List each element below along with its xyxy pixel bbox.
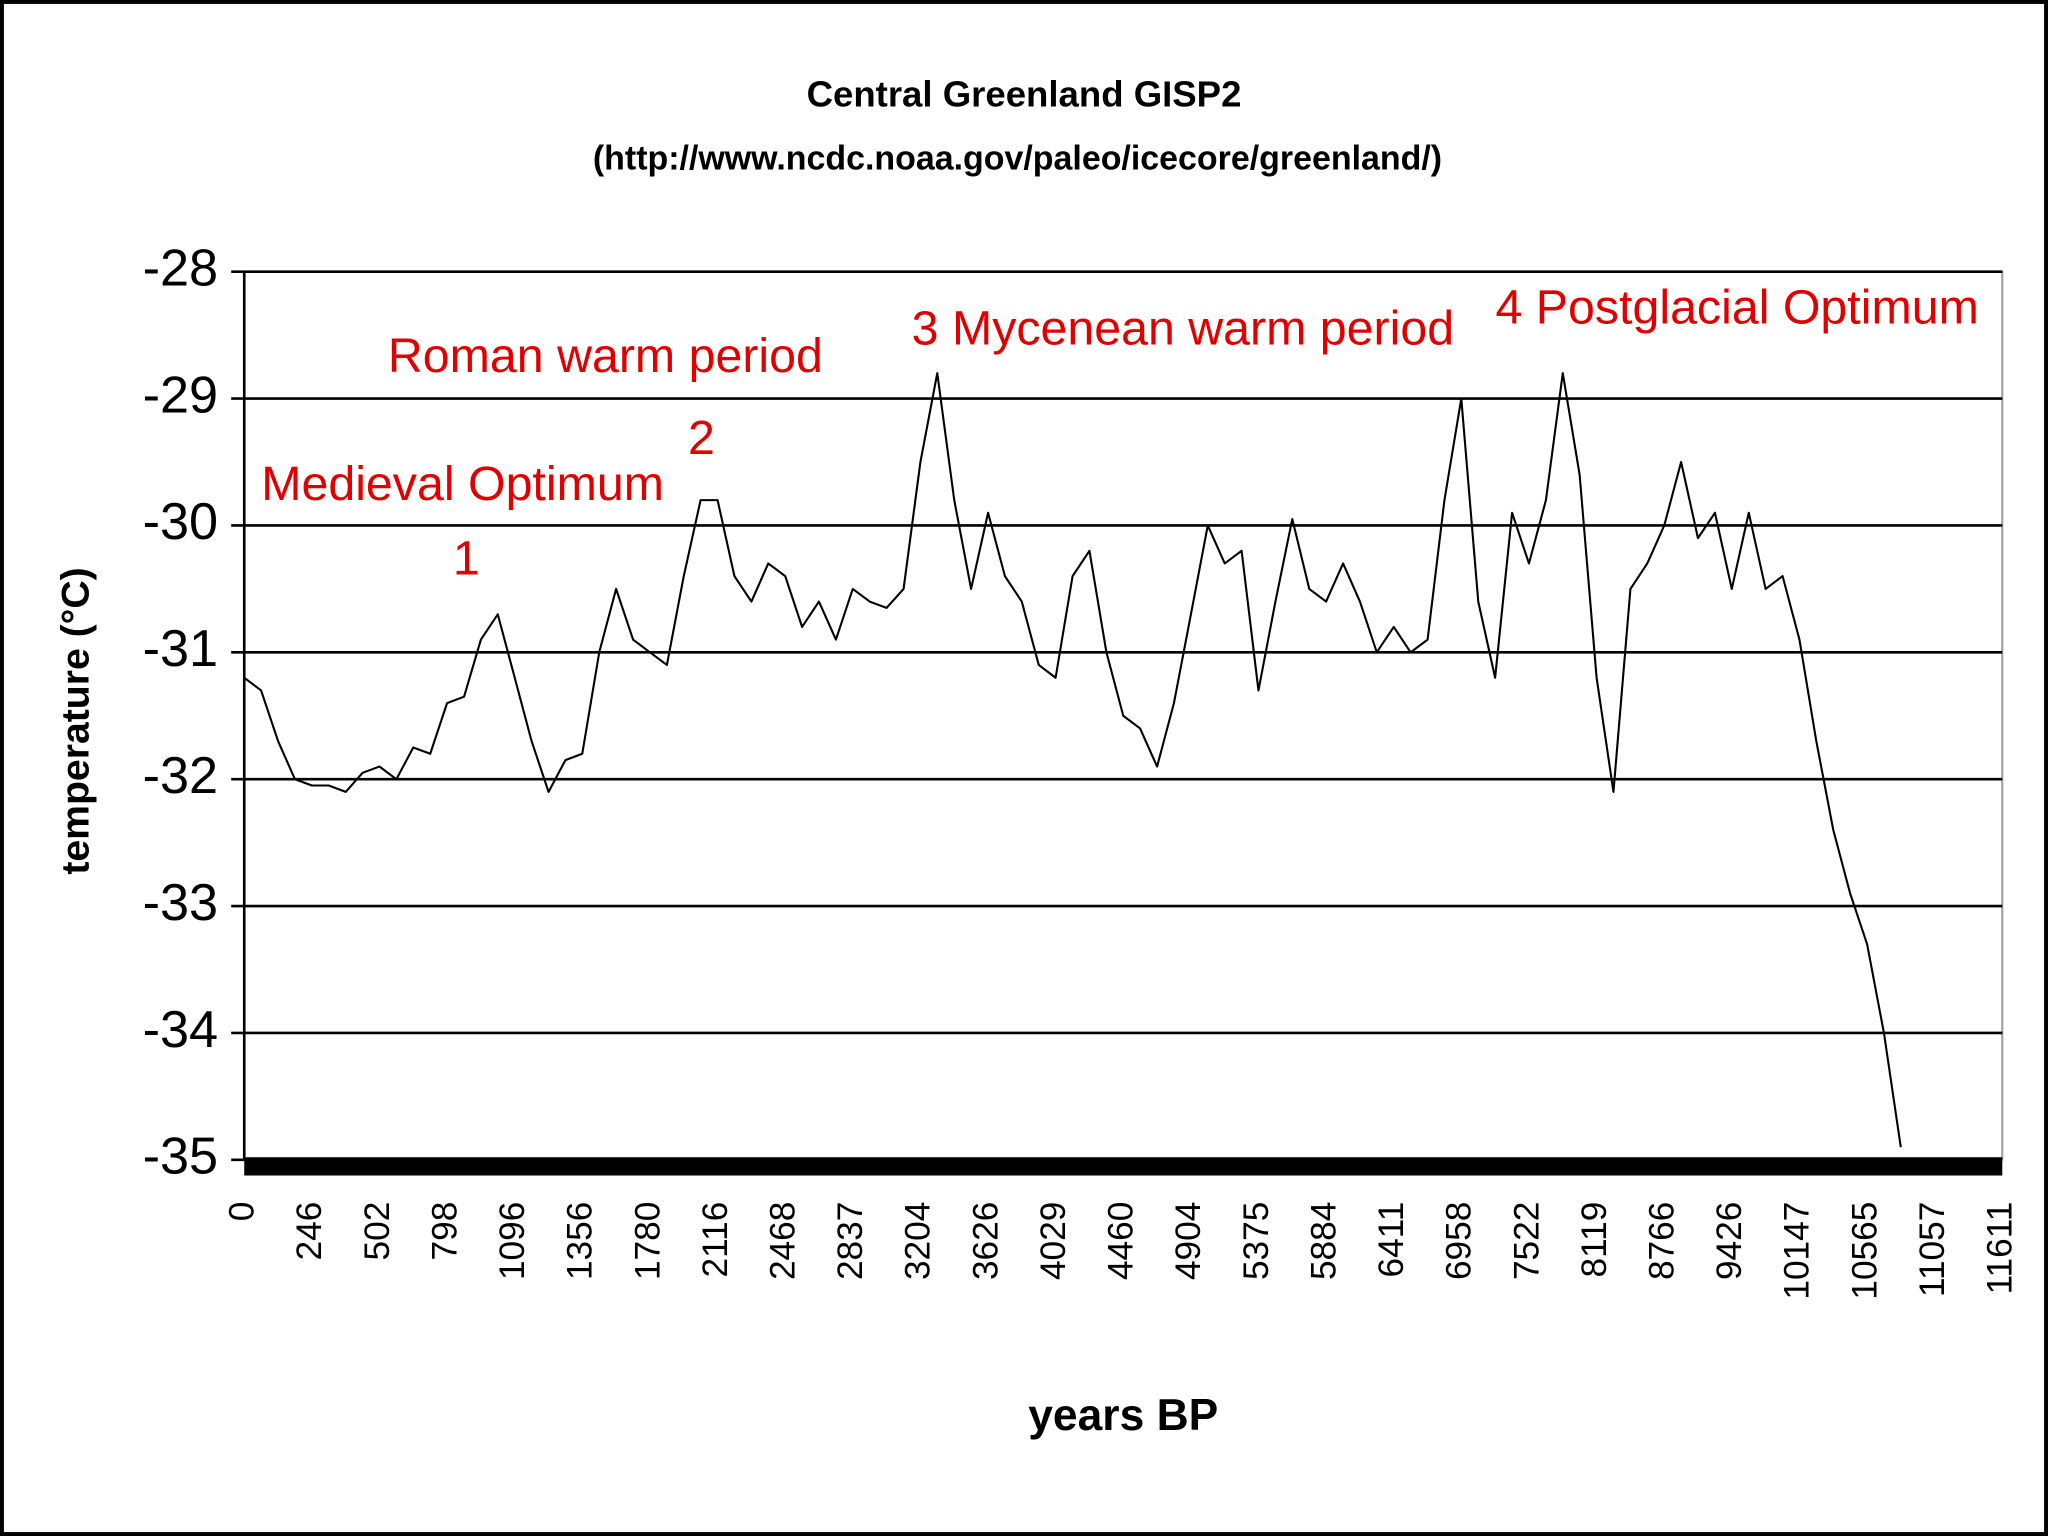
x-tick-label: 1356 [561,1202,600,1280]
x-tick-label: 3204 [899,1202,938,1280]
x-tick-label: 8766 [1643,1202,1682,1280]
chart-subtitle: (http://www.ncdc.noaa.gov/paleo/icecore/… [593,140,1442,178]
x-tick-label: 5884 [1304,1202,1343,1280]
annotation: 4 Postglacial Optimum [1496,281,1979,335]
x-tick-label: 4029 [1034,1202,1073,1280]
x-tick-label: 8119 [1575,1202,1614,1278]
y-tick-label: -28 [143,239,219,297]
chart-title: Central Greenland GISP2 [807,73,1242,114]
annotation: 1 [453,531,480,585]
x-tick-label: 2837 [831,1202,870,1280]
x-tick-label: 11611 [1981,1202,2020,1295]
x-axis [244,1157,2003,1176]
x-tick-label: 3626 [966,1202,1005,1280]
x-tick-label: 6958 [1440,1202,1479,1280]
y-axis-label: temperature (°C) [55,567,98,874]
x-axis-label: years BP [1028,1391,1218,1440]
y-tick-label: -35 [143,1128,219,1186]
x-tick-label: 11057 [1913,1202,1952,1297]
x-tick-label: 7522 [1507,1202,1546,1280]
x-tick-label: 4904 [1169,1202,1208,1280]
annotation: 3 Mycenean warm period [912,302,1454,356]
x-tick-label: 4460 [1102,1202,1141,1280]
annotation: 2 [688,411,715,465]
x-tick-label: 246 [290,1202,329,1261]
x-tick-label: 6411 [1372,1202,1411,1278]
x-tick-label: 2468 [763,1202,802,1280]
x-tick-label: 10565 [1845,1202,1884,1300]
annotation: Roman warm period [388,329,823,383]
y-tick-label: -33 [143,874,219,932]
x-tick-label: 2116 [696,1202,735,1278]
x-tick-label: 0 [223,1202,262,1222]
data-line [243,372,1902,1148]
y-tick-label: -32 [143,747,219,805]
x-tick-label: 5375 [1237,1202,1276,1280]
y-tick-label: -31 [143,620,219,678]
x-tick-label: 798 [425,1202,464,1261]
x-tick-label: 1780 [628,1202,667,1280]
x-tick-label: 502 [358,1202,397,1261]
x-tick-label: 1096 [493,1202,532,1280]
x-tick-label: 9426 [1710,1202,1749,1280]
y-tick-label: -30 [143,493,219,551]
y-tick-label: -29 [143,366,219,424]
y-tick-label: -34 [143,1001,219,1059]
x-tick-label: 10147 [1778,1202,1817,1300]
annotation: Medieval Optimum [261,457,664,511]
